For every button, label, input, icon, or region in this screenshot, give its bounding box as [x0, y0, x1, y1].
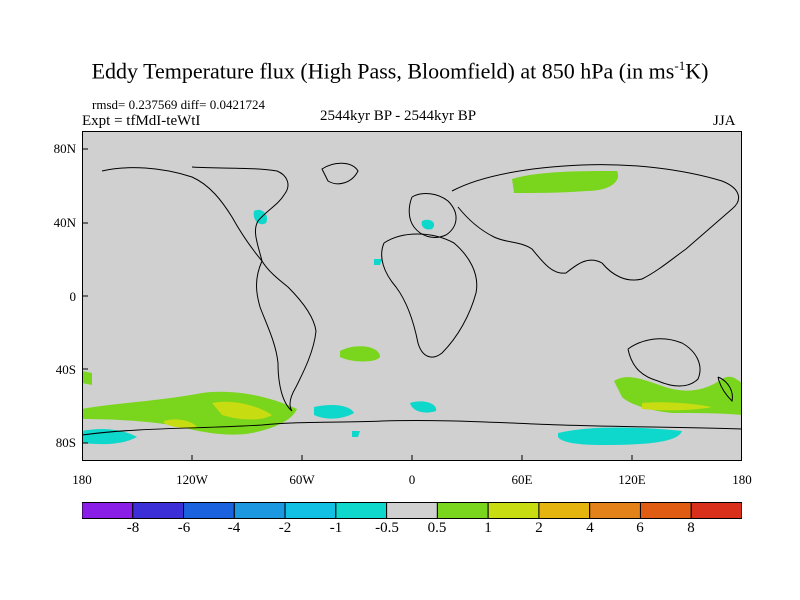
- lat-label-80s: 80S: [55, 435, 76, 450]
- colorbar-label: -4: [227, 520, 241, 536]
- colorbar-cell: [284, 502, 337, 519]
- colorbar: [82, 502, 742, 519]
- lat-label-40n: 40N: [53, 215, 76, 230]
- atlantic-small-anomaly: [374, 259, 382, 265]
- colorbar-label: -6: [177, 520, 191, 536]
- colorbar-label: -0.5: [375, 520, 399, 536]
- africa-coast: [381, 233, 478, 358]
- negative-anomalies: [82, 209, 682, 445]
- north-america-coast: [101, 166, 289, 262]
- australia-coast: [627, 338, 701, 387]
- lon-label-60e: 60E: [511, 472, 533, 487]
- coastlines: [82, 162, 742, 436]
- positive-anomalies: [82, 171, 742, 435]
- weddell-anomaly: [314, 405, 354, 419]
- colorbar-label: -1: [329, 520, 343, 536]
- great-lakes-anomaly: [253, 209, 268, 225]
- asia-coast: [451, 164, 740, 281]
- siberia-anomaly: [512, 171, 619, 193]
- greenland-coast: [321, 162, 359, 185]
- colorbar-label: 6: [636, 520, 644, 536]
- colorbar-label: 4: [586, 520, 594, 536]
- colorbar-label: -2: [278, 520, 292, 536]
- ross-sea-anomaly: [82, 429, 137, 445]
- lon-label-180w: 180: [72, 472, 92, 487]
- period-label: 2544kyr BP - 2544kyr BP: [320, 108, 477, 124]
- west-edge-anomaly: [82, 371, 92, 385]
- colorbar-label: -8: [126, 520, 140, 536]
- lon-label-120e: 120E: [618, 472, 646, 487]
- lat-label-40s: 40S: [55, 362, 76, 377]
- colorbar-label: 1: [484, 520, 492, 536]
- colorbar-cell: [386, 502, 438, 519]
- new-zealand-coast: [717, 376, 733, 403]
- mediterranean-anomaly: [421, 219, 435, 230]
- antarctica-coast: [82, 419, 742, 436]
- colorbar-cell: [589, 502, 641, 519]
- lon-label-180e: 180: [732, 472, 752, 487]
- lon-label-60w: 60W: [289, 472, 315, 487]
- lon-label-120w: 120W: [176, 472, 208, 487]
- colorbar-label: 0.5: [427, 520, 447, 536]
- colorbar-cell: [487, 502, 540, 519]
- map-panel: [82, 131, 742, 461]
- lon-label-0: 0: [408, 472, 416, 487]
- colorbar-label: 8: [687, 520, 695, 536]
- lat-label-0: 0: [69, 289, 77, 304]
- colorbar-cell: [233, 502, 286, 519]
- chart-title: Eddy Temperature flux (High Pass, Bloomf…: [91, 58, 709, 84]
- colorbar-cell: [639, 502, 692, 519]
- south-atlantic-anomaly: [340, 346, 380, 362]
- positive-strong-anomalies: [164, 401, 712, 428]
- colorbar-cell: [82, 502, 134, 519]
- east-antarctic-anomaly: [558, 427, 682, 445]
- stats-text: rmsd= 0.237569 diff= 0.0421724: [92, 97, 265, 112]
- colorbar-label: 2: [535, 520, 543, 536]
- lat-label-80n: 80N: [53, 141, 76, 156]
- south-america-coast: [256, 260, 317, 412]
- season-label: JJA: [713, 113, 736, 129]
- colorbar-cell: [183, 502, 235, 519]
- colorbar-cell: [335, 502, 388, 519]
- map-ticks: [82, 148, 633, 461]
- south-africa-anomaly: [410, 401, 437, 413]
- colorbar-cell: [436, 502, 489, 519]
- europe-coast: [408, 193, 457, 238]
- experiment-label: Expt = tfMdI-teWtI: [82, 113, 201, 129]
- colorbar-cell: [538, 502, 591, 519]
- south-pacific-anomaly: [82, 391, 297, 435]
- colorbar-cell: [132, 502, 185, 519]
- colorbar-cell: [690, 502, 742, 519]
